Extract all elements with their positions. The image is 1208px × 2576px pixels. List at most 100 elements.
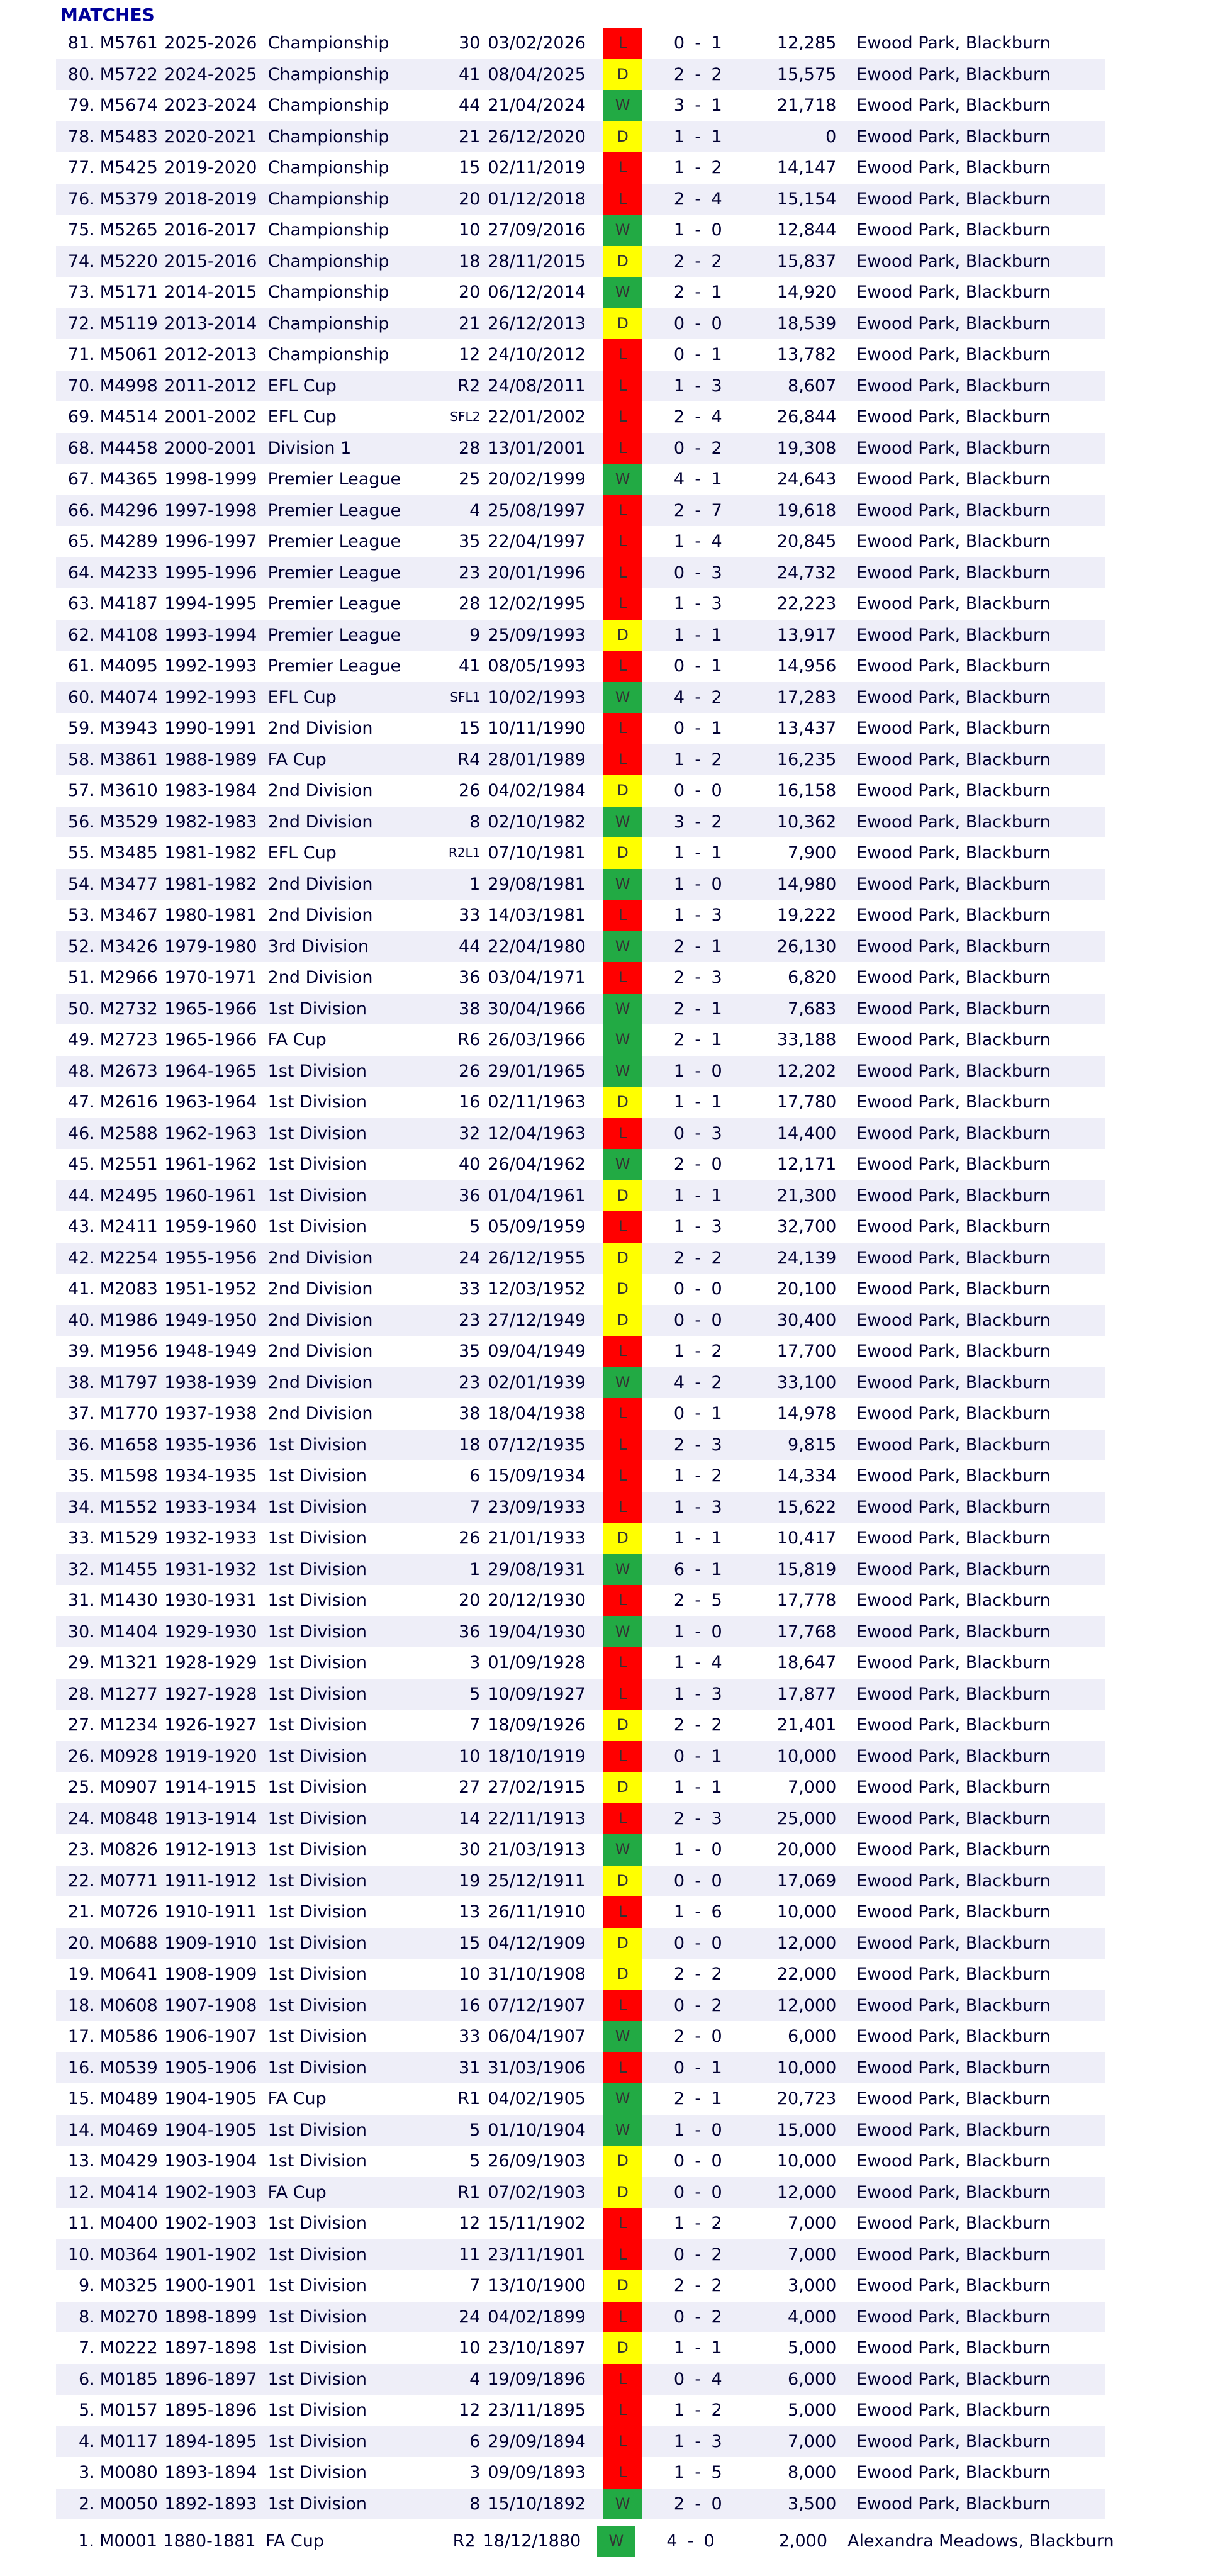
match-competition: 1st Division	[267, 2307, 367, 2327]
match-date: 22/11/1913	[488, 1808, 586, 1828]
match-away-score: 0	[711, 1310, 722, 1330]
match-code: M0414	[99, 2182, 158, 2202]
match-result-badge: W	[603, 1367, 642, 1398]
score-separator: -	[695, 1715, 702, 1735]
match-season: 1979-1980	[164, 936, 257, 956]
match-home-score: 0	[673, 2151, 685, 2171]
match-venue: Ewood Park, Blackburn	[856, 1341, 1051, 1361]
match-date: 26/03/1966	[488, 1030, 586, 1050]
match-venue: Ewood Park, Blackburn	[856, 1559, 1051, 1579]
match-attendance: 25,000	[776, 1808, 837, 1828]
match-home-score: 1	[673, 532, 685, 551]
match-competition: Championship	[267, 313, 389, 333]
match-venue: Ewood Park, Blackburn	[856, 1435, 1051, 1455]
match-result-badge: L	[603, 2301, 642, 2332]
match-season: 1910-1911	[164, 1902, 257, 1922]
match-round: 19	[458, 1871, 481, 1891]
match-date: 21/03/1913	[488, 1840, 586, 1859]
match-code: M1277	[99, 1684, 158, 1704]
match-competition: EFL Cup	[267, 687, 337, 707]
match-away-score: 0	[711, 2494, 722, 2514]
match-result-badge: W	[603, 277, 642, 308]
match-code: M1598	[99, 1466, 158, 1486]
score-separator: -	[695, 2027, 702, 2046]
match-result-badge: W	[603, 1554, 642, 1585]
match-competition: 1st Division	[267, 999, 367, 1019]
match-home-score: 1	[673, 2463, 685, 2482]
match-date: 27/12/1949	[488, 1310, 586, 1330]
match-result-badge: L	[603, 2363, 642, 2395]
match-venue: Ewood Park, Blackburn	[856, 1466, 1051, 1486]
match-index: 49.	[67, 1030, 95, 1050]
match-date: 01/10/1904	[488, 2120, 586, 2140]
match-index: 59.	[67, 719, 95, 738]
match-date: 04/02/1984	[488, 781, 586, 800]
match-home-score: 0	[673, 781, 685, 800]
match-code: M5761	[99, 33, 158, 53]
score-separator: -	[695, 2089, 702, 2108]
match-season: 1902-1903	[164, 2182, 257, 2202]
match-home-score: 2	[673, 1591, 685, 1610]
match-date: 25/12/1911	[488, 1871, 586, 1891]
match-attendance: 12,000	[776, 1995, 837, 2015]
match-index: 76.	[67, 189, 95, 209]
match-competition: Championship	[267, 251, 389, 271]
match-code: M4998	[99, 376, 158, 396]
match-venue: Ewood Park, Blackburn	[856, 874, 1051, 894]
match-home-score: 0	[673, 1310, 685, 1330]
match-away-score: 0	[711, 220, 722, 240]
match-competition: 2nd Division	[267, 1248, 373, 1268]
table-row: 26. M0928 1919-1920 1st Division 10 18/10/191…	[56, 1740, 1105, 1772]
match-index: 40.	[67, 1310, 95, 1330]
match-round: 26	[458, 1061, 481, 1081]
match-date: 29/08/1931	[488, 1559, 586, 1579]
match-round: 33	[458, 1279, 481, 1299]
table-row: 30. M1404 1929-1930 1st Division 36 19/04/193…	[56, 1616, 1105, 1647]
match-date: 26/09/1903	[488, 2151, 586, 2171]
table-row: 58. M3861 1988-1989 FA Cup R4 28/01/1989 L 1-2 1…	[56, 744, 1105, 775]
match-attendance: 10,000	[776, 2151, 837, 2171]
match-index: 18.	[67, 1995, 95, 2015]
match-index: 72.	[67, 313, 95, 333]
match-round: 38	[458, 1404, 481, 1423]
match-season: 1962-1963	[164, 1123, 257, 1143]
match-season: 1880-1881	[163, 2531, 256, 2551]
match-venue: Ewood Park, Blackburn	[856, 469, 1051, 489]
table-row: 43. M2411 1959-1960 1st Division 5 05/09/1959…	[56, 1211, 1105, 1243]
match-code: M0928	[99, 1746, 158, 1766]
match-index: 20.	[67, 1933, 95, 1953]
match-index: 28.	[67, 1684, 95, 1704]
match-season: 2023-2024	[164, 96, 257, 115]
match-away-score: 0	[711, 1279, 722, 1299]
table-row: 78. M5483 2020-2021 Championship 21 26/12/202…	[56, 121, 1105, 152]
match-season: 1934-1935	[164, 1466, 257, 1486]
match-result-badge: L	[603, 2208, 642, 2239]
match-attendance: 12,171	[776, 1155, 837, 1174]
match-season: 1914-1915	[164, 1778, 257, 1797]
table-row: 32. M1455 1931-1932 1st Division 1 29/08/1931…	[56, 1554, 1105, 1585]
match-code: M2588	[99, 1123, 158, 1143]
match-round: 10	[458, 220, 481, 240]
match-home-score: 2	[673, 2089, 685, 2108]
match-season: 1903-1904	[164, 2151, 257, 2171]
match-result-badge: L	[603, 588, 642, 620]
match-competition: 1st Division	[267, 2214, 367, 2233]
match-home-score: 2	[673, 999, 685, 1019]
match-index: 42.	[67, 1248, 95, 1268]
match-season: 1988-1989	[164, 749, 257, 770]
match-result-badge: D	[603, 2270, 642, 2302]
match-competition: Championship	[267, 64, 389, 84]
match-round: 21	[458, 313, 481, 333]
match-index: 74.	[67, 251, 95, 271]
match-season: 1932-1933	[164, 1528, 257, 1548]
match-round: 30	[458, 1840, 481, 1859]
score-separator: -	[695, 968, 702, 987]
match-season: 1961-1962	[164, 1155, 257, 1174]
match-result-badge: L	[603, 432, 642, 464]
match-competition: FA Cup	[265, 2531, 325, 2551]
match-competition: 1st Division	[267, 1155, 367, 1174]
match-index: 36.	[67, 1435, 95, 1455]
match-round: 10	[458, 1964, 481, 1984]
match-date: 23/11/1901	[488, 2244, 586, 2265]
match-index: 35.	[67, 1466, 95, 1486]
